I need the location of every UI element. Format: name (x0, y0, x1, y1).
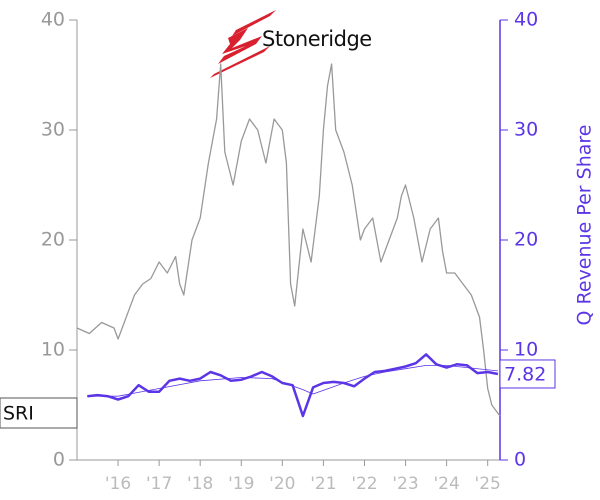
x-tick-label: '20 (269, 474, 295, 494)
y2-axis-label: Q Revenue Per Share (574, 125, 596, 326)
y-tick-label: 30 (41, 119, 65, 141)
x-tick-label: '23 (392, 474, 418, 494)
series-line (87, 353, 499, 418)
logo: Stoneridge (210, 10, 372, 78)
x-tick-label: '19 (228, 474, 254, 494)
y-tick-label: 20 (41, 229, 65, 251)
y2-tick-label: 10 (514, 339, 538, 361)
x-tick-label: '16 (105, 474, 131, 494)
x-tick-label: '18 (187, 474, 213, 494)
y2-tick-label: 0 (514, 449, 526, 471)
ticker-box (0, 397, 78, 429)
series-line (76, 63, 501, 417)
x-tick-label: '24 (433, 474, 459, 494)
x-tick-label: '25 (475, 474, 501, 494)
logo-text: Stoneridge (262, 27, 372, 51)
y-tick-label: 0 (53, 449, 65, 471)
x-tick-label: '21 (310, 474, 336, 494)
y2-tick-label: 40 (514, 9, 538, 31)
y-tick-label: 40 (41, 9, 65, 31)
y2-tick-label: 30 (514, 119, 538, 141)
x-tick-label: '22 (351, 474, 377, 494)
last-value-label: 7.82 (504, 363, 546, 385)
y2-tick-label: 20 (514, 229, 538, 251)
x-tick-label: '17 (146, 474, 172, 494)
series-line (87, 365, 498, 397)
ticker-label: SRI (3, 403, 34, 425)
y-tick-label: 10 (41, 339, 65, 361)
last-value-box (499, 359, 556, 389)
